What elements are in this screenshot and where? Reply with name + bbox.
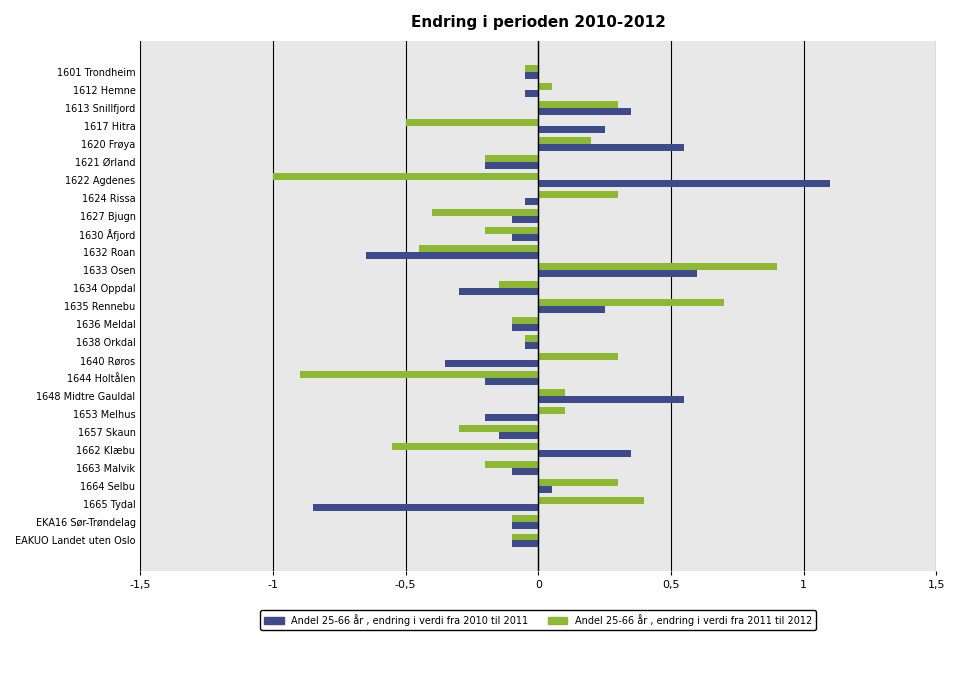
Bar xyxy=(366,252,539,259)
Bar xyxy=(525,342,539,349)
Bar xyxy=(525,90,539,97)
Bar xyxy=(512,469,539,475)
Bar xyxy=(485,414,539,421)
Bar xyxy=(512,324,539,331)
Bar xyxy=(539,83,552,90)
Bar xyxy=(485,162,539,169)
Bar xyxy=(539,108,631,115)
Bar xyxy=(512,317,539,324)
Bar xyxy=(273,173,539,180)
Bar xyxy=(539,180,830,187)
Bar xyxy=(539,144,684,151)
Bar xyxy=(485,155,539,162)
Bar xyxy=(512,534,539,541)
Bar xyxy=(512,522,539,529)
Bar xyxy=(300,371,539,378)
Bar xyxy=(539,450,631,457)
Bar xyxy=(525,335,539,342)
Bar xyxy=(406,119,539,126)
Bar xyxy=(498,281,539,288)
Bar xyxy=(512,515,539,522)
Bar xyxy=(313,504,539,511)
Bar xyxy=(539,486,552,493)
Bar xyxy=(419,245,539,252)
Bar xyxy=(512,216,539,223)
Bar xyxy=(485,462,539,469)
Bar xyxy=(539,270,698,277)
Title: Endring i perioden 2010-2012: Endring i perioden 2010-2012 xyxy=(411,15,665,30)
Bar xyxy=(525,198,539,205)
Bar xyxy=(539,480,618,486)
Bar xyxy=(459,288,539,295)
Bar xyxy=(539,101,618,108)
Bar xyxy=(539,299,724,306)
Bar xyxy=(459,425,539,432)
Bar xyxy=(539,397,684,403)
Bar xyxy=(539,353,618,360)
Bar xyxy=(432,209,539,216)
Bar xyxy=(512,541,539,547)
Bar xyxy=(539,390,564,397)
Bar xyxy=(512,234,539,241)
Bar xyxy=(539,191,618,198)
Bar xyxy=(485,227,539,234)
Bar xyxy=(539,306,605,313)
Bar xyxy=(539,263,777,270)
Bar xyxy=(485,378,539,385)
Bar xyxy=(539,137,591,144)
Bar xyxy=(498,432,539,439)
Bar xyxy=(525,72,539,79)
Bar xyxy=(539,407,564,414)
Bar xyxy=(393,443,539,450)
Legend: Andel 25-66 år , endring i verdi fra 2010 til 2011, Andel 25-66 år , endring i v: Andel 25-66 år , endring i verdi fra 201… xyxy=(260,611,816,630)
Bar xyxy=(525,65,539,72)
Bar xyxy=(539,497,644,504)
Bar xyxy=(445,360,539,367)
Bar xyxy=(539,126,605,133)
